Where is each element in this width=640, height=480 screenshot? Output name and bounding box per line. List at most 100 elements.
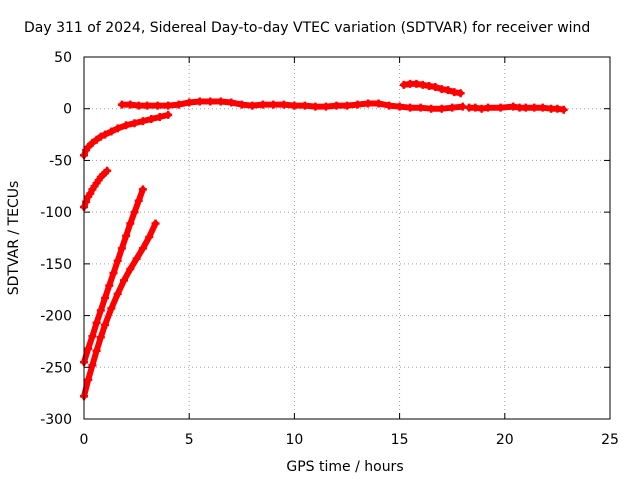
- data-point: [456, 89, 465, 98]
- data-point: [431, 82, 440, 91]
- data-point: [538, 103, 547, 112]
- data-point: [227, 98, 236, 107]
- data-point: [437, 104, 446, 113]
- data-point: [88, 361, 97, 370]
- data-point: [134, 101, 143, 110]
- data-point: [496, 103, 505, 112]
- data-point: [88, 332, 97, 341]
- data-point: [153, 101, 162, 110]
- data-point: [406, 103, 415, 112]
- series-arc-f: [399, 79, 465, 98]
- data-point: [174, 100, 183, 109]
- data-point: [385, 101, 394, 110]
- x-axis-label: GPS time / hours: [286, 459, 403, 475]
- data-point: [138, 117, 147, 126]
- data-point: [364, 99, 373, 108]
- data-point: [117, 100, 126, 109]
- tick-labels: 0 5 10 15 20 25 -300 -250 -200 -150 -100 -50 0 50: [40, 50, 619, 448]
- series-arc-g: [465, 102, 568, 114]
- data-point: [84, 142, 93, 151]
- data-point: [216, 97, 225, 106]
- ticks: [83, 56, 611, 420]
- series-line: [118, 98, 466, 112]
- data-point: [126, 100, 135, 109]
- data-point: [126, 219, 135, 228]
- series-arc-e: [117, 97, 467, 113]
- y-tick-label: -50: [49, 153, 72, 169]
- data-point: [237, 100, 246, 109]
- data-point: [416, 103, 425, 112]
- y-tick-label: -100: [40, 205, 72, 221]
- data-point: [559, 105, 568, 114]
- data-point: [122, 231, 131, 240]
- data-point: [92, 346, 101, 355]
- series-layer: [80, 79, 568, 401]
- data-point: [130, 119, 139, 128]
- data-point: [185, 98, 194, 107]
- data-point: [117, 244, 126, 253]
- y-axis-label: SDTVAR / TECUs: [6, 181, 22, 296]
- y-tick-label: -250: [40, 360, 72, 376]
- data-point: [248, 101, 257, 110]
- data-point: [134, 196, 143, 205]
- data-point: [101, 130, 110, 139]
- y-tick-label: 0: [63, 102, 72, 118]
- data-point: [343, 101, 351, 110]
- data-point: [96, 306, 105, 315]
- x-tick-label: 0: [80, 432, 89, 448]
- data-point: [147, 115, 156, 124]
- data-point: [290, 101, 299, 110]
- data-point: [126, 265, 135, 274]
- x-tick-label: 20: [496, 432, 514, 448]
- data-point: [113, 256, 122, 265]
- data-point: [530, 103, 539, 112]
- data-point: [138, 185, 147, 194]
- data-point: [353, 100, 362, 109]
- data-point: [105, 281, 114, 290]
- data-point: [82, 197, 91, 206]
- data-point: [311, 102, 320, 111]
- y-tick-label: 50: [54, 50, 72, 66]
- data-point: [269, 100, 278, 109]
- data-point: [86, 189, 95, 198]
- y-tick-label: -300: [40, 412, 72, 428]
- series-arc-b: [80, 166, 112, 211]
- y-tick-label: -150: [40, 257, 72, 273]
- data-point: [374, 99, 383, 108]
- x-tick-label: 10: [285, 432, 303, 448]
- data-point: [92, 135, 101, 144]
- data-point: [143, 101, 152, 110]
- data-point: [101, 293, 110, 302]
- data-point: [130, 208, 139, 217]
- plot-frame: [83, 56, 611, 420]
- data-point: [92, 318, 101, 327]
- y-tick-label: -200: [40, 309, 72, 325]
- data-point: [483, 103, 492, 112]
- data-point: [332, 101, 341, 110]
- x-tick-label: 5: [185, 432, 194, 448]
- data-point: [155, 112, 164, 121]
- data-point: [101, 320, 110, 329]
- data-point: [122, 121, 131, 130]
- data-point: [96, 132, 105, 141]
- data-point: [164, 110, 173, 119]
- data-point: [119, 276, 128, 285]
- data-point: [321, 102, 330, 111]
- data-point: [84, 344, 93, 353]
- x-tick-label: 25: [601, 432, 619, 448]
- data-point: [103, 166, 112, 175]
- data-point: [195, 97, 204, 106]
- data-point: [448, 103, 457, 112]
- data-point: [151, 219, 160, 228]
- data-point: [427, 104, 436, 113]
- data-point: [107, 127, 116, 136]
- data-point: [300, 101, 309, 110]
- grid: [84, 57, 610, 419]
- data-point: [113, 289, 122, 298]
- data-point: [443, 86, 452, 95]
- data-point: [145, 232, 154, 241]
- data-point: [113, 124, 122, 133]
- data-point: [138, 244, 147, 253]
